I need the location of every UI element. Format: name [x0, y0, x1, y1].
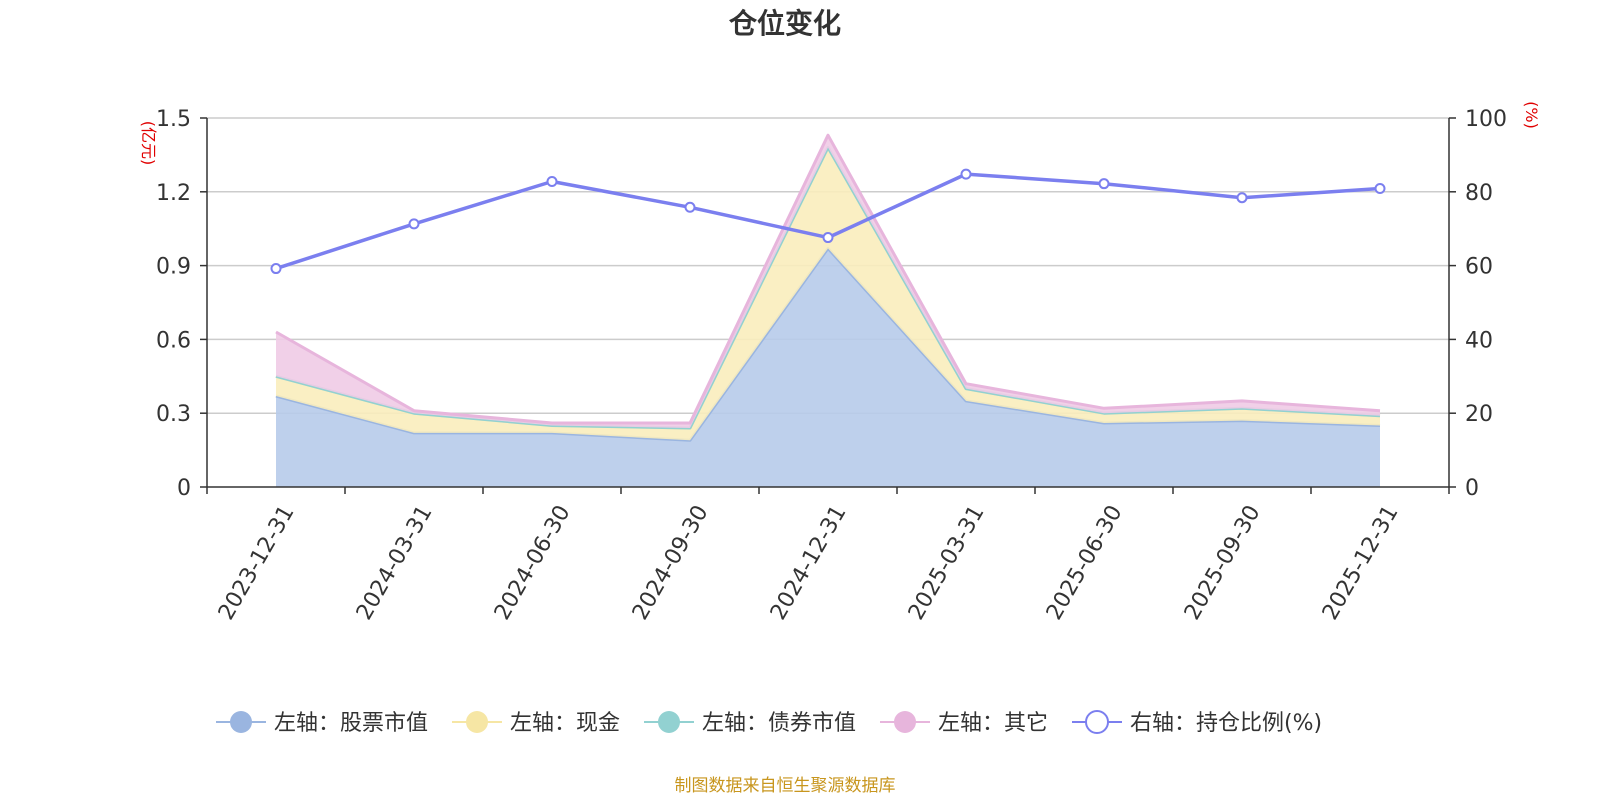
left-axis-tick-label: 1.2 [156, 181, 191, 206]
left-axis-tick-label: 0.9 [156, 255, 191, 280]
legend-item: 左轴：债券市值 [644, 711, 856, 736]
holding-ratio-point [408, 218, 420, 230]
left-axis-tick-label: 0 [177, 476, 191, 501]
legend-marker [1085, 710, 1109, 734]
holding-ratio-point [546, 175, 558, 187]
left-axis-tick-label: 1.5 [156, 107, 191, 132]
area-fill [276, 248, 1380, 487]
legend-marker [894, 711, 916, 733]
right-axis-tick-label: 40 [1465, 328, 1493, 353]
data-source-note: 制图数据来自恒生聚源数据库 [675, 776, 896, 796]
legend-label: 左轴：股票市值 [274, 711, 428, 736]
x-axis-tick-label: 2025-12-31 [1318, 501, 1404, 624]
right-axis-tick-label: 20 [1465, 402, 1493, 427]
holding-ratio-point [1098, 178, 1110, 190]
x-axis-tick-label: 2025-09-30 [1180, 501, 1266, 624]
area-fill [276, 135, 1380, 428]
holding-ratio-point [684, 201, 696, 213]
chart-title: 仓位变化 [729, 7, 841, 40]
right-axis-tick-label: 0 [1465, 476, 1479, 501]
left-axis-tick-label: 0.3 [156, 402, 191, 427]
x-axis-tick-label: 2024-09-30 [628, 501, 714, 624]
legend-label: 右轴：持仓比例(%) [1130, 711, 1322, 736]
legend: 左轴：股票市值 左轴：现金 左轴：债券市值 左轴：其它 右轴：持仓比例(%) [216, 710, 1322, 736]
holding-ratio-point [1236, 192, 1248, 204]
holding-ratio-point [960, 168, 972, 180]
holding-ratio-point [822, 232, 834, 244]
legend-item: 右轴：持仓比例(%) [1072, 710, 1322, 736]
left-axis-tick-label: 0.6 [156, 328, 191, 353]
left-axis-unit: (亿元) [139, 121, 158, 166]
legend-label: 左轴：现金 [510, 711, 620, 736]
legend-label: 左轴：债券市值 [702, 711, 856, 736]
x-axis-tick-label: 2025-03-31 [904, 501, 990, 624]
holding-ratio-point [270, 263, 282, 275]
legend-item: 左轴：现金 [452, 711, 620, 736]
area-outline [275, 133, 1381, 425]
x-axis-tick-label: 2025-06-30 [1042, 501, 1128, 624]
line-series [270, 168, 1386, 275]
x-axis-tick-label: 2024-03-31 [352, 501, 438, 624]
right-axis-tick-label: 60 [1465, 255, 1493, 280]
legend-marker [466, 711, 488, 733]
x-axis-tick-label: 2024-06-30 [490, 501, 576, 624]
holding-ratio-point [1374, 182, 1386, 194]
x-axis-tick-label: 2023-12-31 [214, 501, 300, 624]
area-series [275, 133, 1381, 487]
x-axis-tick-label: 2024-12-31 [766, 501, 852, 624]
legend-item: 左轴：股票市值 [216, 711, 428, 736]
legend-label: 左轴：其它 [938, 711, 1048, 736]
legend-marker [230, 711, 252, 733]
right-axis-tick-label: 100 [1465, 107, 1507, 132]
right-axis-tick-label: 80 [1465, 181, 1493, 206]
legend-item: 左轴：其它 [880, 711, 1048, 736]
right-axis-unit: (%) [1522, 101, 1541, 129]
legend-marker [658, 711, 680, 733]
